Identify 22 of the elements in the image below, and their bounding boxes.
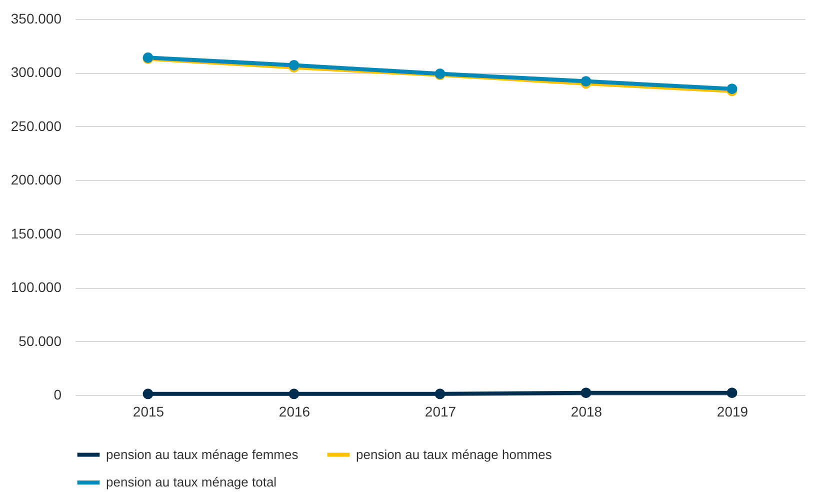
y-tick-label: 50.000 (18, 332, 62, 349)
x-tick-label: 2017 (424, 404, 456, 420)
point (288, 60, 300, 70)
y-tick-label: 250.000 (10, 118, 62, 134)
y-tick-label: 0 (54, 386, 62, 402)
x-tick-label: 2015 (132, 404, 164, 420)
point (434, 388, 446, 400)
y-tick-label: 300.000 (10, 64, 62, 80)
x-tick-label: 2018 (570, 404, 602, 420)
point (142, 388, 154, 400)
y-tick-label: 150.000 (10, 225, 62, 242)
point (580, 388, 592, 398)
point (726, 388, 738, 398)
legend-label: pension au taux ménage femmes (106, 446, 299, 462)
y-tick-label: 350.000 (10, 10, 62, 26)
point (288, 388, 300, 400)
x-tick-label: 2019 (716, 404, 748, 420)
legend-label: pension au taux ménage hommes (356, 446, 552, 462)
y-tick-label: 200.000 (10, 172, 62, 188)
legend-label: pension au taux ménage total (106, 474, 277, 490)
x-tick-label: 2016 (278, 404, 310, 420)
y-tick-label: 100.000 (10, 279, 62, 296)
